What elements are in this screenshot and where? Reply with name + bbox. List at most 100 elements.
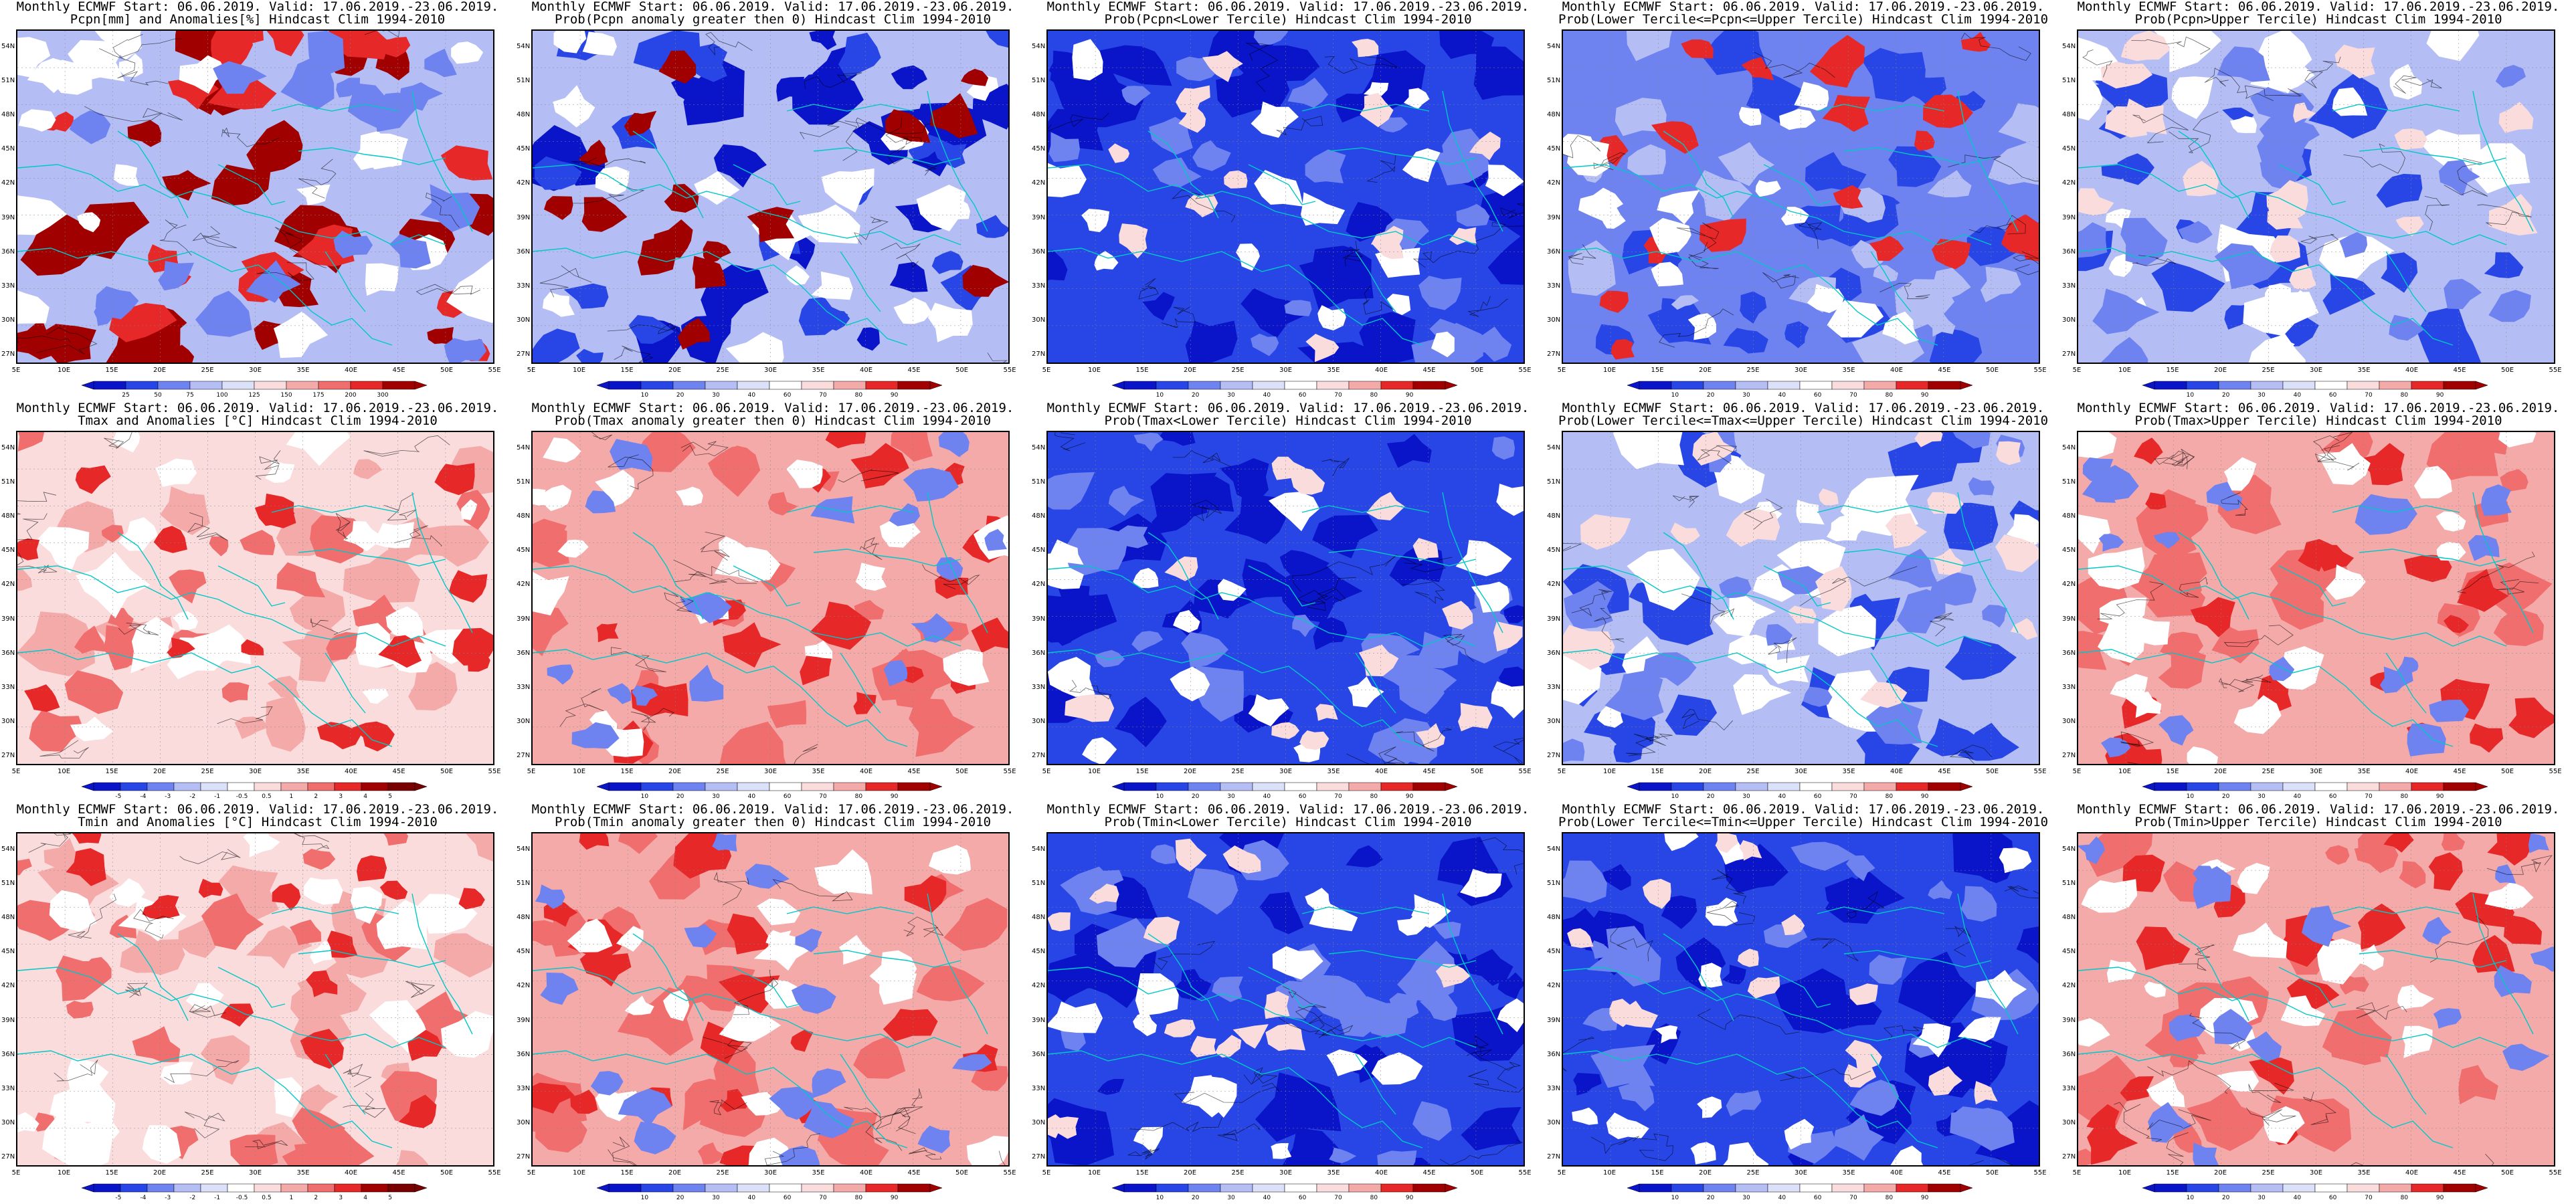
lon-tick-label: 45E <box>1422 367 1436 374</box>
shaded-region <box>1739 106 1762 126</box>
shaded-region <box>286 432 351 466</box>
colorbar-label: 70 <box>1334 1195 1342 1201</box>
shaded-region <box>1944 502 1999 551</box>
colorbar-label: 25 <box>122 392 130 399</box>
shaded-region <box>1251 333 1279 357</box>
shaded-region <box>1358 644 1399 677</box>
colorbar-label: 40 <box>1778 793 1786 800</box>
lat-tick-label: 27N <box>1032 752 1046 759</box>
shaded-region <box>1131 631 1164 652</box>
lat-tick-label: 36N <box>517 649 531 657</box>
lat-tick-label: 39N <box>517 213 531 221</box>
shaded-region <box>792 72 864 125</box>
lon-tick-label: 20E <box>153 1169 167 1177</box>
shaded-region <box>2120 1076 2154 1101</box>
contour-line <box>133 909 174 939</box>
shaded-region <box>1397 912 1428 936</box>
contour-line <box>2179 944 2215 971</box>
lon-tick-label: 40E <box>859 1169 873 1177</box>
contour-line <box>1467 296 1508 317</box>
coastline <box>1843 548 1992 567</box>
coastline <box>840 1054 881 1115</box>
colorbar-swatch <box>2250 1183 2284 1193</box>
lat-tick-label: 27N <box>1 752 15 759</box>
colorbar-label: 70 <box>1849 1195 1857 1201</box>
shaded-region <box>2086 1104 2120 1132</box>
contour-line <box>1401 581 1445 604</box>
lat-tick-label: 42N <box>1547 179 1561 187</box>
colorbar-swatch <box>1639 381 1672 390</box>
shaded-region <box>1048 1001 1103 1033</box>
shaded-region <box>2216 1070 2260 1092</box>
panel-title-line2: Pcpn[mm] and Anomalies[%] Hindcast Clim … <box>70 12 446 27</box>
lon-tick-label: 10E <box>572 768 586 775</box>
lat-tick-label: 36N <box>1032 649 1046 657</box>
shaded-region <box>798 204 860 244</box>
colorbar-label: 20 <box>676 793 684 800</box>
coastline <box>1048 1050 1423 1148</box>
shaded-region <box>229 1134 278 1165</box>
shaded-region <box>610 439 653 472</box>
coastline <box>271 906 399 914</box>
shaded-region <box>1362 996 1408 1038</box>
coastline <box>2278 565 2347 607</box>
colorbar-label: 90 <box>1920 392 1929 399</box>
colorbar-swatch <box>1188 381 1221 390</box>
lon-tick-label: 50E <box>1470 1169 1484 1177</box>
contour-line <box>221 127 280 147</box>
colorbar-swatch <box>2218 381 2251 390</box>
lon-tick-label: 20E <box>2213 1169 2227 1177</box>
shaded-region <box>17 1112 39 1132</box>
lon-tick-label: 40E <box>1890 367 1904 374</box>
shaded-region <box>2169 1014 2206 1041</box>
colorbar-swatch <box>737 1183 770 1193</box>
lon-tick-label: 25E <box>1746 1169 1760 1177</box>
shaded-region <box>2458 1065 2498 1105</box>
shaded-region <box>1048 472 1095 510</box>
lat-tick-label: 51N <box>2062 880 2076 888</box>
shaded-region <box>2444 278 2482 310</box>
shaded-region <box>618 1088 672 1126</box>
colorbar-swatch <box>1863 782 1897 791</box>
contour-line <box>854 216 889 245</box>
shaded-region <box>677 318 711 350</box>
colorbar-swatch <box>1348 782 1382 791</box>
panel-title-line1: Monthly ECMWF Start: 06.06.2019. Valid: … <box>2077 401 2560 415</box>
shaded-region <box>2426 31 2480 62</box>
lat-tick-label: 42N <box>1032 581 1046 589</box>
shaded-region <box>1178 107 1206 133</box>
panel-title-line2: Tmin and Anomalies [°C] Hindcast Clim 19… <box>78 815 438 829</box>
shaded-region <box>1723 1142 1769 1165</box>
shaded-region <box>721 445 755 468</box>
shaded-region <box>658 50 697 84</box>
colorbar-swatch <box>2411 381 2444 390</box>
colorbar-swatch <box>2314 782 2348 791</box>
lat-tick-label: 33N <box>2062 683 2076 691</box>
coastline <box>786 505 915 513</box>
panel-title-line2: Tmax and Anomalies [°C] Hindcast Clim 19… <box>78 413 438 428</box>
shaded-region <box>1657 190 1699 225</box>
colorbar-swatch <box>2379 782 2412 791</box>
colorbar-swatch <box>120 782 148 791</box>
coastline <box>1870 1054 1912 1115</box>
shaded-region <box>1726 509 1780 547</box>
colorbar-swatch <box>221 381 255 390</box>
colorbar <box>596 381 943 390</box>
coastline <box>632 532 704 620</box>
shaded-region <box>160 486 210 535</box>
lat-tick-label: 45N <box>1 948 15 956</box>
coastline <box>1763 164 1831 205</box>
shaded-region <box>1108 486 1145 516</box>
colorbar-swatch <box>2282 381 2316 390</box>
shaded-region <box>50 111 74 132</box>
colorbar-swatch <box>2411 782 2444 791</box>
coastline <box>2178 130 2249 219</box>
colorbar <box>596 1183 943 1193</box>
contour-line <box>17 335 71 344</box>
lat-tick-label: 36N <box>2062 1050 2076 1058</box>
shaded-region <box>1236 243 1260 271</box>
shaded-region <box>17 611 96 677</box>
lat-tick-label: 45N <box>1547 546 1561 555</box>
lat-tick-label: 45N <box>1 546 15 555</box>
contour-line <box>1639 1133 1673 1161</box>
